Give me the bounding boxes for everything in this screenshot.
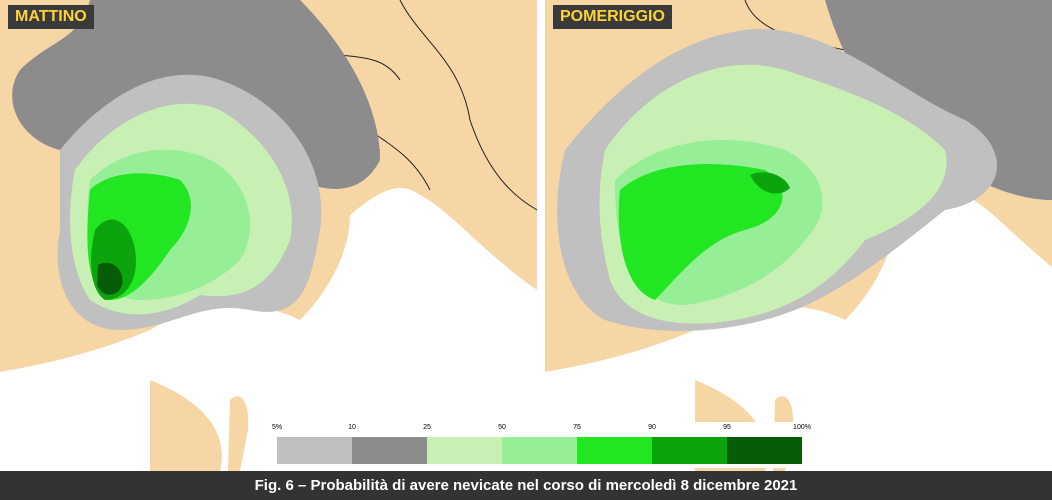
legend-tick-label: 90	[648, 424, 656, 431]
legend: 5% 10 25 50 75 90 95 100%	[270, 422, 811, 468]
legend-tick-label: 100%	[793, 424, 811, 431]
map-left	[0, 0, 538, 471]
legend-tick-label: 50	[498, 424, 506, 431]
legend-swatch	[427, 437, 502, 464]
legend-tick-label: 95	[723, 424, 731, 431]
legend-swatch	[652, 437, 727, 464]
legend-swatch	[352, 437, 427, 464]
divider	[537, 0, 545, 471]
panel-label: MATTINO	[8, 5, 94, 29]
legend-swatch	[502, 437, 577, 464]
legend-swatch	[727, 437, 802, 464]
caption: Fig. 6 – Probabilità di avere nevicate n…	[0, 471, 1052, 500]
legend-tick-label: 25	[423, 424, 431, 431]
panel-label: POMERIGGIO	[553, 5, 672, 29]
legend-tick-label: 5%	[271, 424, 283, 431]
legend-tick-label: 75	[573, 424, 581, 431]
legend-tick-label: 10	[348, 424, 356, 431]
map-right	[544, 0, 1052, 471]
maps	[0, 0, 1052, 471]
legend-swatch	[577, 437, 652, 464]
legend-swatch	[277, 437, 352, 464]
